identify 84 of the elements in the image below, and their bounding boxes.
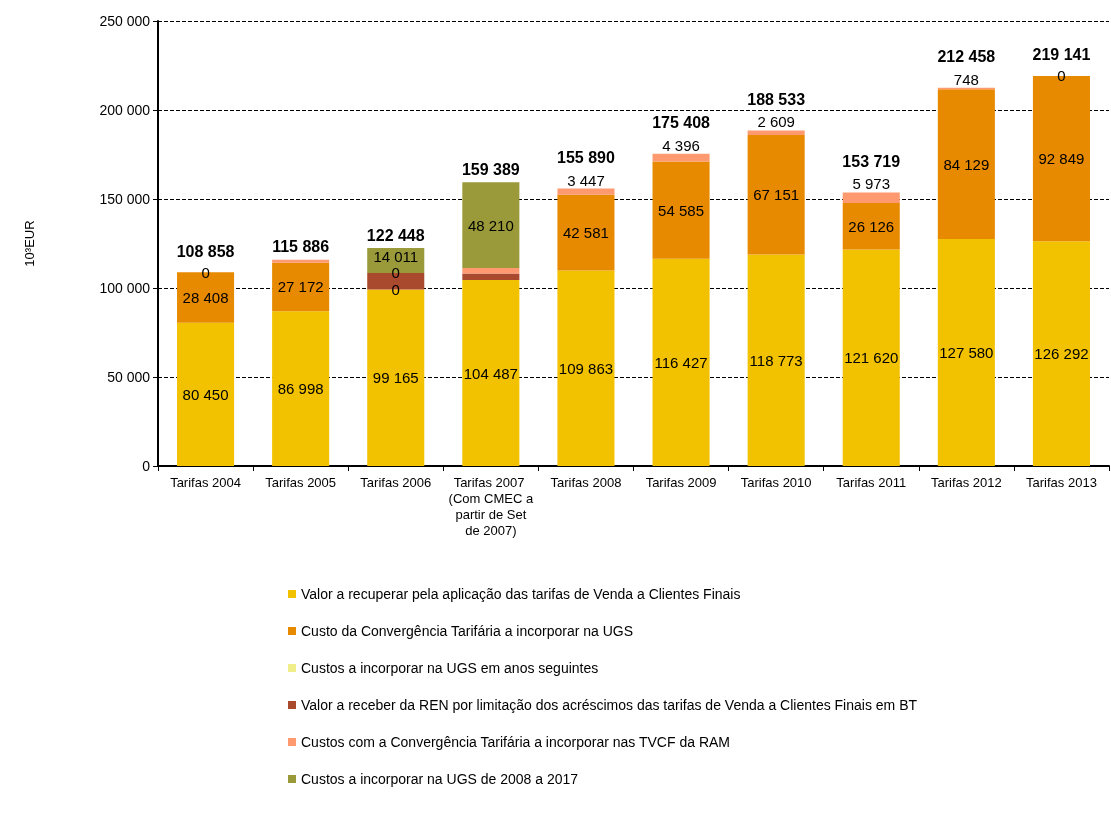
bar: [652, 258, 710, 466]
bar: [557, 270, 615, 466]
data-label: 116 427: [654, 353, 708, 371]
legend-label: Custos com a Convergência Tarifária a incorporar nas TVCF da RAM: [301, 734, 730, 750]
x-tick-label: Tarifas 2006: [360, 474, 432, 490]
bar: [842, 192, 900, 204]
y-tick-label: 250 000: [99, 13, 151, 29]
data-label: 4 396: [662, 136, 700, 154]
data-label: 92 849: [1038, 150, 1085, 168]
bar: [842, 203, 900, 250]
y-tick-label: 200 000: [99, 102, 151, 118]
data-label: 28 408: [182, 289, 229, 307]
total-label: 108 858: [176, 242, 235, 260]
bar: [462, 273, 520, 281]
data-label: 48 210: [467, 216, 514, 234]
total-label: 153 719: [842, 152, 901, 170]
bar: [272, 311, 330, 466]
x-tick-label: Tarifas 2008: [550, 474, 622, 490]
y-axis-title: 10³EUR: [22, 220, 37, 267]
data-label: 5 973: [852, 175, 891, 193]
data-label: 118 773: [749, 351, 803, 369]
data-label: 26 126: [848, 217, 895, 235]
x-tick-label: Tarifas 2011: [836, 474, 907, 490]
legend-label: Custo da Convergência Tarifária a incorporar na UGS: [301, 623, 634, 639]
bar: [557, 188, 615, 195]
x-tick-label: Tarifas 2010: [740, 474, 812, 490]
data-label: 3 447: [567, 171, 605, 189]
bar: [557, 194, 615, 271]
bar: [842, 249, 900, 466]
data-label: 0: [1057, 67, 1066, 85]
x-tick-label: Tarifas 2004: [170, 474, 241, 490]
total-label: 159 389: [461, 160, 520, 178]
x-tick-label: Tarifas 2007 (Com CMEC a partir de Set de 2007): [448, 474, 534, 538]
data-label: 67 151: [753, 186, 800, 204]
total-label: 212 458: [937, 48, 996, 66]
bar: [747, 130, 805, 136]
bar: [462, 280, 520, 466]
legend-label: Valor a recuperar pela aplicação das tarifas de Venda a Clientes Finais: [301, 586, 741, 602]
bar: [747, 135, 805, 255]
data-label: 84 129: [943, 155, 990, 173]
x-tick-label: Tarifas 2009: [645, 474, 717, 490]
data-label: 104 487: [463, 364, 518, 382]
bar: [462, 182, 520, 269]
total-label: 219 141: [1032, 46, 1091, 64]
data-label: 99 165: [372, 369, 419, 387]
bar: [272, 262, 330, 312]
bar: [462, 268, 520, 274]
bar: [652, 161, 710, 259]
data-label: 109 863: [558, 359, 614, 377]
legend-label: Custos a incorporar na UGS em anos seguintes: [301, 660, 599, 676]
data-label: 0: [391, 280, 400, 298]
data-label: 121 620: [844, 349, 899, 367]
data-label: 86 998: [277, 380, 324, 398]
data-label: 80 450: [182, 385, 229, 403]
data-label: 42 581: [563, 224, 609, 242]
y-tick-label: 0: [142, 458, 151, 474]
y-tick-label: 100 000: [99, 280, 151, 296]
bar: [272, 259, 330, 263]
bar: [652, 153, 710, 162]
bar: [1032, 241, 1090, 466]
x-tick-label: Tarifas 2012: [930, 474, 1002, 490]
x-tick-label: Tarifas 2005: [265, 474, 337, 490]
legend-label: Custos a incorporar na UGS de 2008 a 2017: [301, 771, 579, 787]
bar: [937, 238, 995, 466]
data-label: 54 585: [658, 201, 704, 219]
data-label: 748: [953, 70, 979, 88]
data-label: 14 011: [373, 248, 419, 266]
total-label: 155 890: [557, 149, 615, 167]
bar: [747, 254, 805, 466]
total-label: 188 533: [747, 90, 806, 108]
data-label: 2 609: [757, 113, 795, 131]
bar: [937, 89, 995, 239]
total-label: 175 408: [652, 114, 711, 132]
data-label: 27 172: [277, 278, 324, 296]
legend-label: Valor a receber da REN por limitação dos acréscimos das tarifas de Venda a Clientes Finais em BT: [301, 697, 918, 713]
total-label: 122 448: [366, 226, 425, 244]
y-tick-label: 150 000: [99, 191, 151, 207]
total-label: 115 886: [272, 238, 330, 256]
x-tick-label: Tarifas 2013: [1026, 474, 1097, 490]
y-tick-label: 50 000: [107, 369, 151, 385]
data-label: 127 580: [939, 343, 994, 361]
data-label: 126 292: [1034, 345, 1089, 363]
bar: [177, 322, 235, 466]
data-label: 0: [391, 264, 400, 282]
